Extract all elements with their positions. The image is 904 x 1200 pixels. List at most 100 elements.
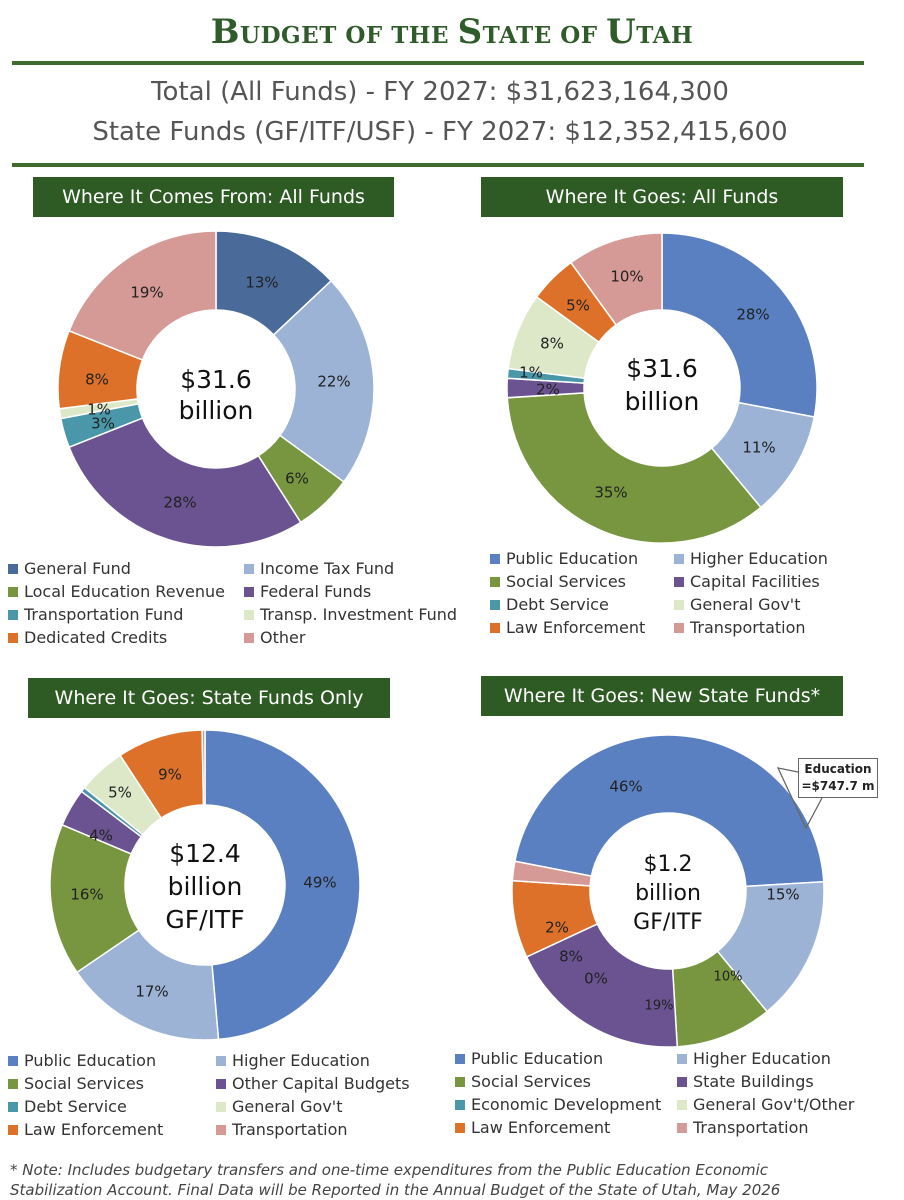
legend-label: Public Education bbox=[506, 549, 639, 568]
legend-swatch bbox=[674, 576, 684, 587]
slice-label: 28% bbox=[736, 306, 769, 324]
legend-item: State Buildings bbox=[677, 1072, 814, 1091]
legend-label: Higher Education bbox=[693, 1049, 831, 1068]
legend-swatch bbox=[490, 622, 500, 633]
legend-label: Law Enforcement bbox=[24, 1120, 164, 1139]
slice-label: 10% bbox=[610, 268, 643, 286]
slice-label: 2% bbox=[536, 381, 560, 399]
legend-item: General Gov't/Other bbox=[677, 1095, 854, 1114]
legend-swatch bbox=[244, 632, 254, 643]
legend-item: Transportation bbox=[677, 1118, 809, 1137]
donut-center-text: $31.6 bbox=[626, 354, 698, 383]
slice-label: 19% bbox=[645, 999, 674, 1014]
chart-title-goes-state: Where It Goes: State Funds Only bbox=[28, 678, 390, 718]
donut-center-text: billion bbox=[625, 387, 700, 416]
header-rule-top bbox=[12, 61, 864, 65]
slice-label: 46% bbox=[609, 778, 642, 796]
donut-slice bbox=[204, 729, 361, 1041]
legend-item: Social Services bbox=[8, 1074, 144, 1093]
legend-swatch bbox=[216, 1078, 226, 1089]
slice-label: 15% bbox=[766, 886, 799, 904]
legend-item: Social Services bbox=[490, 572, 626, 591]
donut-center-text: billion bbox=[635, 881, 701, 906]
legend-item: Higher Education bbox=[677, 1049, 831, 1068]
legend-label: Transp. Investment Fund bbox=[260, 605, 458, 624]
slice-label: 22% bbox=[317, 373, 350, 391]
total-all-funds: Total (All Funds) - FY 2027: $31,623,164… bbox=[151, 77, 729, 107]
legend-item: Transp. Investment Fund bbox=[244, 605, 457, 624]
legend-item: Public Education bbox=[490, 549, 638, 568]
slice-label: 0% bbox=[584, 970, 608, 988]
legend-swatch bbox=[677, 1122, 687, 1133]
legend-label: Public Education bbox=[471, 1049, 604, 1068]
slice-label: 6% bbox=[285, 470, 309, 488]
legend-swatch bbox=[490, 576, 500, 587]
slice-label: 16% bbox=[70, 886, 103, 904]
slice-label: 1% bbox=[519, 364, 543, 382]
legend-item: Higher Education bbox=[216, 1051, 370, 1070]
slice-label: 35% bbox=[594, 484, 627, 502]
legend-item: Social Services bbox=[455, 1072, 591, 1091]
donut-slice bbox=[201, 729, 206, 806]
donut-slice bbox=[506, 392, 762, 544]
slice-label: 3% bbox=[91, 415, 115, 433]
legend-label: Transportation bbox=[232, 1120, 348, 1139]
title-part: UDGET bbox=[240, 22, 337, 49]
legend-swatch bbox=[8, 1101, 18, 1112]
footnote-line: * Note: Includes budgetary transfers and… bbox=[10, 1161, 769, 1179]
legend-label: General Gov't/Other bbox=[693, 1095, 855, 1114]
legend-label: Local Education Revenue bbox=[24, 582, 225, 601]
slice-label: 5% bbox=[566, 297, 590, 315]
legend-swatch bbox=[8, 1124, 18, 1135]
legend-label: Other bbox=[260, 628, 306, 647]
legend-item: General Gov't bbox=[674, 595, 800, 614]
legend-item: Transportation Fund bbox=[8, 605, 183, 624]
legend-swatch bbox=[490, 553, 500, 564]
legend-item: Federal Funds bbox=[244, 582, 371, 601]
legend-swatch bbox=[8, 609, 18, 620]
title-part: OF bbox=[551, 22, 607, 49]
slice-label: 28% bbox=[163, 494, 196, 512]
legend-label: Dedicated Credits bbox=[24, 628, 168, 647]
legend-item: Law Enforcement bbox=[490, 618, 645, 637]
chart-title-goes-new: Where It Goes: New State Funds* bbox=[481, 676, 843, 716]
legend-swatch bbox=[674, 622, 684, 633]
header-rule-bottom bbox=[12, 163, 864, 167]
legend-swatch bbox=[455, 1076, 465, 1087]
chart-title-comes-from: Where It Comes From: All Funds bbox=[33, 177, 394, 217]
footnote: * Note: Includes budgetary transfers and… bbox=[10, 1160, 890, 1200]
slice-label: 8% bbox=[85, 371, 109, 389]
slice-label: 49% bbox=[303, 874, 336, 892]
callout-line: Education bbox=[804, 762, 872, 776]
donut-center-text: billion bbox=[179, 396, 254, 425]
legend-swatch bbox=[8, 563, 18, 574]
legend-swatch bbox=[455, 1053, 465, 1064]
legend-swatch bbox=[216, 1055, 226, 1066]
legend-label: Social Services bbox=[506, 572, 626, 591]
donut-slice bbox=[513, 734, 825, 888]
legend-label: Transportation Fund bbox=[24, 605, 184, 624]
slice-label: 4% bbox=[89, 827, 113, 845]
legend-item: Debt Service bbox=[490, 595, 609, 614]
slice-label: 1% bbox=[87, 401, 111, 419]
legend-item: Local Education Revenue bbox=[8, 582, 225, 601]
title-part: B bbox=[210, 12, 241, 52]
legend-swatch bbox=[677, 1099, 687, 1110]
callout-leader-line bbox=[776, 767, 823, 830]
legend-item: Law Enforcement bbox=[8, 1120, 163, 1139]
slice-label: 19% bbox=[130, 284, 163, 302]
legend-label: General Gov't bbox=[232, 1097, 343, 1116]
legend-swatch bbox=[244, 609, 254, 620]
legend-label: Debt Service bbox=[506, 595, 609, 614]
donut-slice bbox=[716, 880, 825, 1013]
legend-label: State Buildings bbox=[693, 1072, 814, 1091]
legend-item: General Fund bbox=[8, 559, 131, 578]
legend-item: Public Education bbox=[455, 1049, 603, 1068]
donut-center-text: $12.4 bbox=[169, 839, 241, 868]
legend-item: Higher Education bbox=[674, 549, 828, 568]
donut-slice bbox=[661, 232, 818, 418]
legend-swatch bbox=[244, 563, 254, 574]
legend-label: Transportation bbox=[693, 1118, 809, 1137]
donut-center-text: $1.2 bbox=[644, 852, 693, 877]
